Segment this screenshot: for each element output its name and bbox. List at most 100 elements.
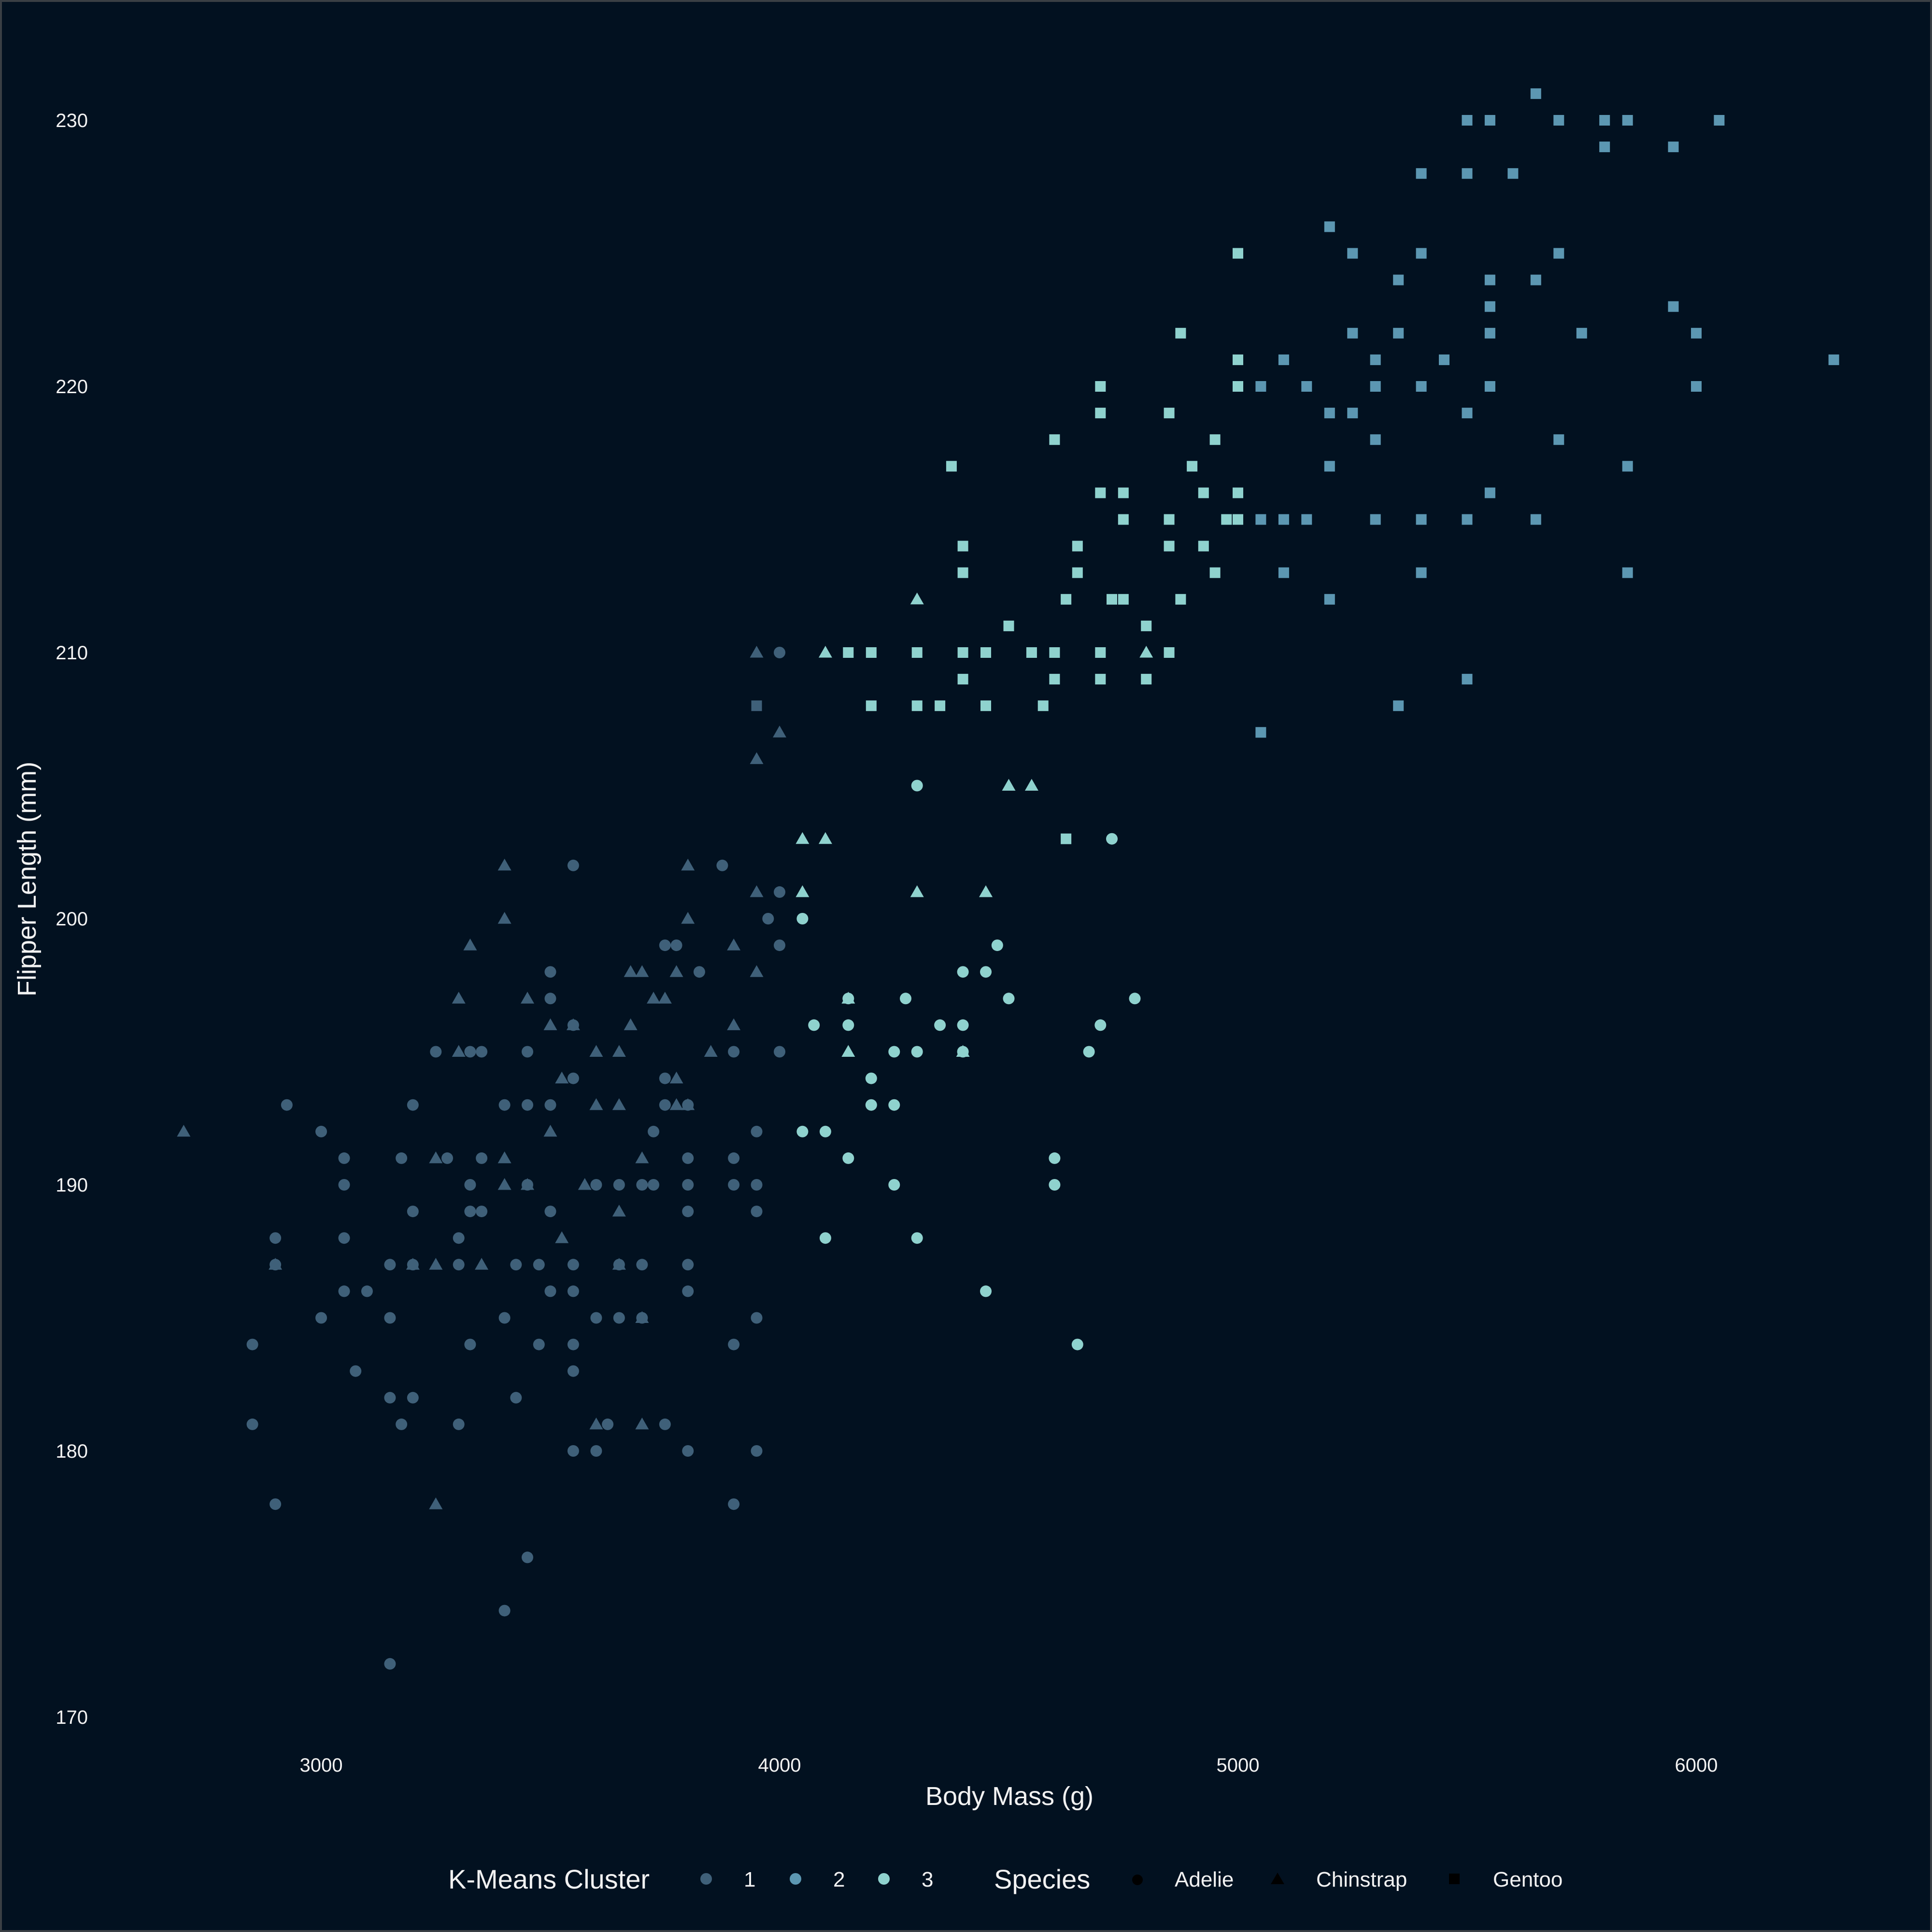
data-point-gentoo-cluster-2 [1324, 461, 1335, 472]
data-point-adelie-cluster-1 [728, 1152, 740, 1164]
data-point-chinstrap-cluster-3 [1024, 779, 1038, 791]
data-point-adelie-cluster-1 [407, 1099, 419, 1111]
data-point-gentoo-cluster-3 [1164, 647, 1175, 658]
data-point-chinstrap-cluster-1 [612, 1258, 626, 1270]
data-point-gentoo-cluster-2 [1691, 381, 1702, 392]
data-point-gentoo-cluster-2 [1393, 274, 1404, 285]
data-point-gentoo-cluster-2 [1393, 700, 1404, 711]
data-point-gentoo-cluster-2 [1462, 168, 1473, 179]
data-point-gentoo-cluster-2 [1370, 381, 1381, 392]
data-point-chinstrap-cluster-3 [910, 885, 924, 897]
data-point-chinstrap-cluster-1 [681, 858, 695, 871]
data-point-chinstrap-cluster-1 [429, 1497, 443, 1509]
data-point-adelie-cluster-1 [544, 1206, 556, 1218]
data-point-chinstrap-cluster-1 [589, 1098, 603, 1110]
data-point-gentoo-cluster-2 [1347, 248, 1358, 259]
data-point-chinstrap-cluster-1 [543, 1018, 557, 1030]
data-point-adelie-cluster-1 [464, 1179, 476, 1191]
data-point-gentoo-cluster-2 [1255, 381, 1266, 392]
data-point-chinstrap-cluster-1 [669, 1098, 683, 1110]
data-point-chinstrap-cluster-1 [635, 1417, 649, 1430]
data-point-chinstrap-cluster-3 [796, 885, 810, 897]
data-point-adelie-cluster-3 [842, 1019, 854, 1031]
legend-cluster-3-label: 3 [922, 1868, 933, 1891]
data-point-gentoo-cluster-2 [1553, 115, 1564, 126]
data-point-gentoo-cluster-3 [1164, 514, 1175, 525]
data-point-gentoo-cluster-2 [1255, 727, 1266, 738]
data-point-chinstrap-cluster-1 [177, 1124, 191, 1137]
data-point-adelie-cluster-3 [1071, 1338, 1083, 1350]
data-point-chinstrap-cluster-1 [681, 912, 695, 924]
data-point-adelie-cluster-1 [453, 1259, 465, 1271]
data-point-gentoo-cluster-2 [1439, 354, 1449, 365]
data-point-gentoo-cluster-3 [1107, 594, 1117, 605]
data-point-adelie-cluster-1 [270, 1498, 282, 1510]
x-axis-title: Body Mass (g) [925, 1782, 1094, 1811]
data-point-gentoo-cluster-2 [1599, 115, 1610, 126]
data-point-chinstrap-cluster-1 [406, 1258, 420, 1270]
data-point-adelie-cluster-3 [1049, 1152, 1061, 1164]
data-point-gentoo-cluster-3 [1061, 833, 1072, 844]
x-tick-label: 4000 [758, 1755, 801, 1776]
data-point-chinstrap-cluster-1 [773, 725, 786, 738]
data-point-gentoo-cluster-3 [1233, 248, 1243, 259]
data-point-chinstrap-cluster-1 [750, 965, 764, 977]
data-point-adelie-cluster-1 [498, 1605, 511, 1617]
data-point-gentoo-cluster-3 [1141, 674, 1152, 685]
data-point-adelie-cluster-1 [682, 1206, 694, 1218]
data-point-adelie-cluster-3 [819, 1232, 831, 1244]
data-point-gentoo-cluster-2 [1462, 674, 1473, 685]
data-point-adelie-cluster-3 [819, 1125, 831, 1137]
data-point-adelie-cluster-1 [567, 1285, 579, 1297]
data-point-adelie-cluster-1 [751, 1206, 763, 1218]
data-point-adelie-cluster-3 [957, 966, 969, 978]
data-point-adelie-cluster-1 [453, 1418, 465, 1430]
x-tick-label: 6000 [1675, 1755, 1718, 1776]
data-point-chinstrap-cluster-1 [555, 1071, 569, 1084]
data-point-adelie-cluster-1 [407, 1392, 419, 1404]
data-point-adelie-cluster-1 [648, 1179, 659, 1191]
data-point-adelie-cluster-3 [911, 1046, 923, 1058]
data-point-gentoo-cluster-3 [1003, 620, 1014, 631]
data-point-adelie-cluster-1 [613, 1312, 625, 1324]
data-point-gentoo-cluster-3 [911, 647, 923, 658]
data-point-gentoo-cluster-2 [1324, 408, 1335, 419]
data-point-adelie-cluster-1 [728, 1179, 740, 1191]
data-point-adelie-cluster-3 [957, 1019, 969, 1031]
data-point-adelie-cluster-3 [796, 913, 809, 924]
data-point-gentoo-cluster-2 [1507, 168, 1519, 179]
data-point-adelie-cluster-1 [659, 1418, 671, 1430]
data-point-gentoo-cluster-2 [1301, 514, 1312, 525]
data-point-adelie-cluster-1 [350, 1365, 362, 1377]
x-axis-ticks: 3000 4000 5000 6000 [300, 1755, 1718, 1776]
data-point-adelie-cluster-1 [590, 1445, 602, 1457]
data-point-adelie-cluster-3 [980, 966, 992, 978]
data-point-adelie-cluster-1 [728, 1498, 740, 1510]
data-point-gentoo-cluster-3 [946, 461, 957, 472]
data-point-adelie-cluster-1 [659, 1072, 671, 1084]
data-point-adelie-cluster-1 [338, 1179, 350, 1191]
data-point-chinstrap-cluster-1 [612, 1045, 626, 1057]
data-point-adelie-cluster-1 [716, 859, 728, 871]
data-point-gentoo-cluster-2 [1484, 381, 1495, 392]
data-point-adelie-cluster-1 [522, 1551, 533, 1563]
data-point-chinstrap-cluster-3 [796, 832, 810, 844]
data-point-gentoo-cluster-2 [1301, 381, 1312, 392]
data-point-gentoo-cluster-3 [1233, 487, 1243, 498]
data-point-adelie-cluster-1 [682, 1179, 694, 1191]
data-point-chinstrap-cluster-1 [497, 858, 511, 871]
data-point-gentoo-cluster-3 [957, 647, 968, 658]
data-point-gentoo-cluster-3 [1072, 567, 1083, 578]
data-point-gentoo-cluster-3 [1209, 567, 1221, 578]
data-point-gentoo-cluster-3 [1037, 700, 1049, 711]
legend: K-Means Cluster 1 2 3 Species Adelie Chi… [448, 1864, 1563, 1894]
x-tick-label: 5000 [1217, 1755, 1260, 1776]
data-point-chinstrap-cluster-1 [463, 938, 477, 951]
data-point-gentoo-cluster-3 [1118, 487, 1129, 498]
data-point-adelie-cluster-1 [613, 1179, 625, 1191]
data-point-chinstrap-cluster-1 [624, 965, 638, 977]
x-tick-label: 3000 [300, 1755, 343, 1776]
data-point-adelie-cluster-1 [774, 1046, 785, 1058]
